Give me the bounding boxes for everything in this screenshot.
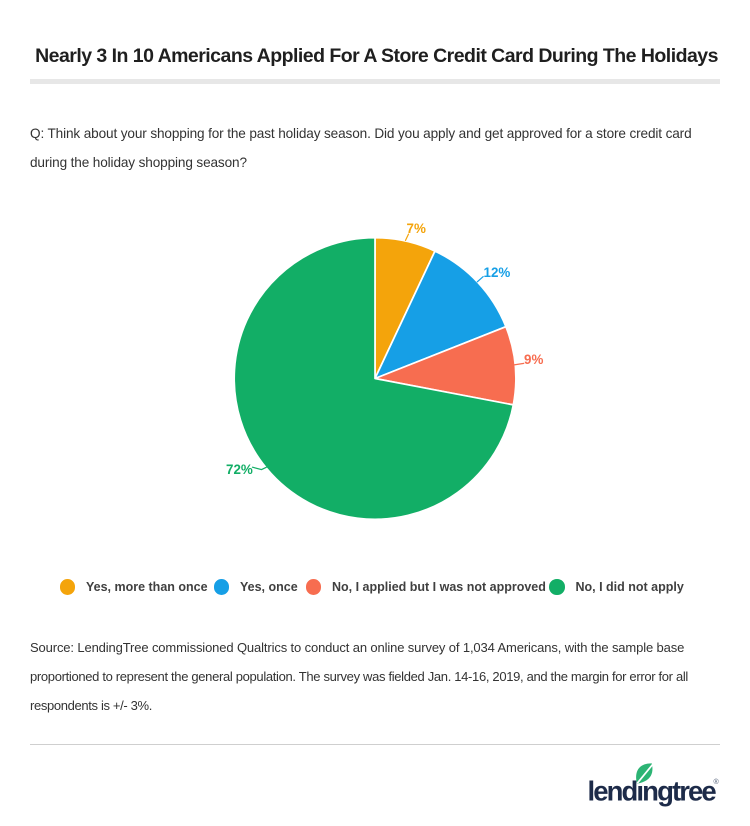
svg-text:lendıngtree: lendıngtree	[588, 776, 717, 807]
svg-text:72%: 72%	[226, 462, 253, 477]
svg-text:9%: 9%	[524, 352, 543, 367]
svg-text:12%: 12%	[484, 265, 511, 280]
svg-text:7%: 7%	[407, 221, 426, 236]
svg-text:®: ®	[714, 778, 720, 786]
